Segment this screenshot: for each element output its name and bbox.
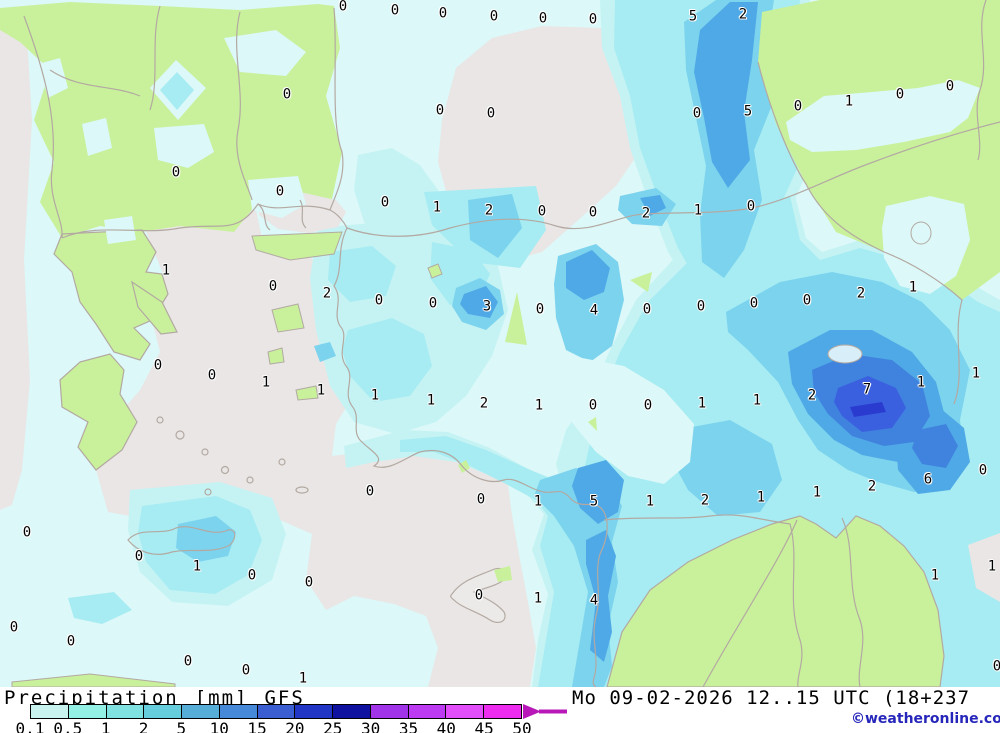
legend-scale-label: 20 xyxy=(285,719,305,733)
legend-scale-label: 10 xyxy=(209,719,229,733)
legend-color-cell xyxy=(31,705,69,718)
legend-scale-label: 1 xyxy=(100,719,111,733)
forecast-datetime: Mo 09-02-2026 12..15 UTC (18+237 xyxy=(572,687,971,709)
legend-color-cell xyxy=(446,705,485,718)
legend-scale-label: 45 xyxy=(474,719,494,733)
legend-color-cell xyxy=(219,705,258,718)
map-canvas xyxy=(0,0,1000,687)
map-footer: Precipitation [mm] GFS 0.1 0.5 1 2 5 10 15 20 25 30… xyxy=(0,687,1000,733)
legend-color-cell xyxy=(408,705,447,718)
precip-legend-colorbar xyxy=(30,704,522,719)
legend-color-cell xyxy=(68,705,107,718)
legend-scale-label: 2 xyxy=(138,719,149,733)
legend-scale-label: 0.1 xyxy=(15,719,45,733)
legend-color-cell xyxy=(333,705,371,718)
title-model: GFS xyxy=(264,687,305,709)
legend-color-cell xyxy=(106,705,145,718)
legend-scale-label: 25 xyxy=(323,719,343,733)
legend-scale-labels: 0.1 0.5 1 2 5 10 15 20 25 30 35 40 45 50 xyxy=(16,719,562,733)
legend-scale-label: 0.5 xyxy=(53,719,83,733)
map-title: Precipitation [mm] GFS xyxy=(4,687,305,709)
legend-scale-label: 35 xyxy=(398,719,419,733)
legend-arrow-icon xyxy=(523,704,567,719)
legend-color-cell xyxy=(295,705,334,718)
legend-scale-label: 40 xyxy=(436,719,456,733)
legend-scale-label: 50 xyxy=(512,719,532,733)
legend-color-cell xyxy=(484,705,521,718)
legend-color-cell xyxy=(257,705,296,718)
watermark-link[interactable]: ©weatheronline.co.uk xyxy=(851,711,1000,727)
title-unit: [mm] xyxy=(194,687,249,709)
legend-color-cell xyxy=(370,705,409,718)
title-product: Precipitation xyxy=(4,687,179,709)
legend-scale-label: 5 xyxy=(176,719,187,733)
legend-scale-label: 15 xyxy=(247,719,267,733)
legend-scale-label: 30 xyxy=(360,719,381,733)
legend-color-cell xyxy=(182,705,220,718)
legend-color-cell xyxy=(144,705,183,718)
